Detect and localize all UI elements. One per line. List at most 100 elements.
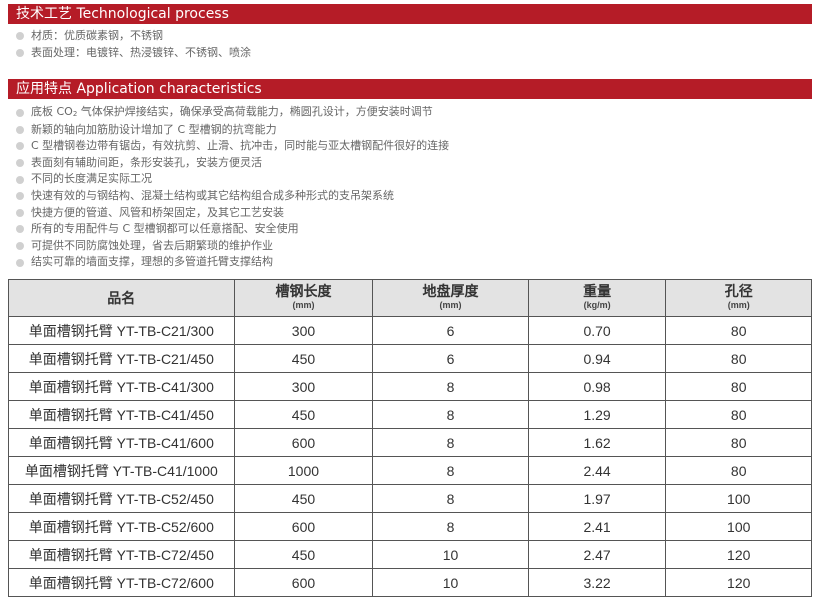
table-cell: 单面槽钢托臂 YT-TB-C52/450 — [8, 484, 235, 513]
bullet-icon — [16, 175, 24, 184]
column-header: 品名 — [8, 279, 235, 317]
table-cell: 1.62 — [527, 428, 667, 457]
bullet-icon — [16, 192, 24, 201]
table-cell: 0.98 — [527, 372, 667, 401]
bullet-icon — [16, 142, 24, 151]
column-header: 重量 (kg/m) — [527, 279, 667, 317]
table-cell: 80 — [665, 344, 812, 373]
bullet-icon — [16, 109, 24, 118]
table-cell: 单面槽钢托臂 YT-TB-C41/450 — [8, 400, 235, 429]
table-row: 单面槽钢托臂 YT-TB-C52/450 450 8 1.97 100 — [8, 484, 812, 513]
table-cell: 8 — [372, 512, 529, 541]
column-header: 孔径 (mm) — [665, 279, 812, 317]
table-cell: 单面槽钢托臂 YT-TB-C41/1000 — [8, 456, 235, 485]
table-cell: 100 — [665, 512, 812, 541]
list-item: 快速有效的与钢结构、混凝土结构或其它结构组合成多种形式的支吊架系统 — [16, 188, 449, 205]
list-item: 表面处理：电镀锌、热浸镀锌、不锈钢、喷涂 — [16, 45, 251, 62]
bullet-icon — [16, 258, 24, 267]
table-cell: 80 — [665, 428, 812, 457]
table-cell: 80 — [665, 456, 812, 485]
list-item: 底板 CO2 气体保护焊接结实，确保承受高荷载能力，椭圆孔设计，方便安装时调节 — [16, 105, 449, 122]
table-cell: 450 — [233, 484, 374, 513]
list-item-text: 结实可靠的墙面支撑，理想的多管道托臂支撑结构 — [31, 255, 273, 269]
table-row: 单面槽钢托臂 YT-TB-C41/300 300 8 0.98 80 — [8, 372, 812, 401]
list-item-text: 快速有效的与钢结构、混凝土结构或其它结构组合成多种形式的支吊架系统 — [31, 188, 394, 202]
table-cell: 120 — [665, 540, 812, 569]
table-cell: 8 — [372, 428, 529, 457]
table-row: 单面槽钢托臂 YT-TB-C41/450 450 8 1.29 80 — [8, 400, 812, 429]
table-cell: 10 — [372, 568, 529, 597]
table-cell: 单面槽钢托臂 YT-TB-C41/300 — [8, 372, 235, 401]
bullet-icon — [16, 208, 24, 217]
table-cell: 300 — [233, 372, 374, 401]
table-cell: 2.41 — [527, 512, 667, 541]
list-item: 新颖的轴向加筋肋设计增加了 C 型槽钢的抗弯能力 — [16, 122, 449, 139]
section-header-technological-process: 技术工艺 Technological process — [8, 4, 812, 24]
bullet-icon — [16, 225, 24, 234]
table-cell: 单面槽钢托臂 YT-TB-C21/450 — [8, 344, 235, 373]
table-cell: 600 — [233, 568, 374, 597]
table-cell: 600 — [233, 512, 374, 541]
list-item-text: 表面处理：电镀锌、热浸镀锌、不锈钢、喷涂 — [31, 45, 251, 59]
bullet-icon — [16, 32, 24, 41]
table-row: 单面槽钢托臂 YT-TB-C41/1000 1000 8 2.44 80 — [8, 456, 812, 485]
table-row: 单面槽钢托臂 YT-TB-C72/600 600 10 3.22 120 — [8, 568, 812, 597]
bullet-icon — [16, 159, 24, 168]
table-cell: 6 — [372, 316, 529, 345]
list-item-text: 快捷方便的管道、风管和桥架固定，及其它工艺安装 — [31, 205, 284, 219]
bullet-icon — [16, 125, 24, 134]
table-cell: 120 — [665, 568, 812, 597]
list-item: 可提供不同防腐蚀处理，省去后期繁琐的维护作业 — [16, 238, 449, 255]
table-row: 单面槽钢托臂 YT-TB-C21/300 300 6 0.70 80 — [8, 316, 812, 345]
table-cell: 450 — [233, 400, 374, 429]
bullet-icon — [16, 242, 24, 251]
list-item-text: 材质：优质碳素钢，不锈钢 — [31, 29, 163, 42]
section-header-application: 应用特点 Application characteristics — [8, 79, 812, 99]
table-cell: 6 — [372, 344, 529, 373]
list-item: 结实可靠的墙面支撑，理想的多管道托臂支撑结构 — [16, 254, 449, 271]
table-cell: 100 — [665, 484, 812, 513]
table-cell: 1.29 — [527, 400, 667, 429]
list-item-text: 新颖的轴向加筋肋设计增加了 C 型槽钢的抗弯能力 — [31, 122, 277, 136]
table-row: 单面槽钢托臂 YT-TB-C21/450 450 6 0.94 80 — [8, 344, 812, 373]
list-item-text: 可提供不同防腐蚀处理，省去后期繁琐的维护作业 — [31, 238, 273, 252]
table-cell: 8 — [372, 400, 529, 429]
table-cell: 0.70 — [527, 316, 667, 345]
table-cell: 300 — [233, 316, 374, 345]
application-list: 底板 CO2 气体保护焊接结实，确保承受高荷载能力，椭圆孔设计，方便安装时调节 … — [16, 105, 449, 271]
table-cell: 单面槽钢托臂 YT-TB-C72/450 — [8, 540, 235, 569]
table-cell: 单面槽钢托臂 YT-TB-C52/600 — [8, 512, 235, 541]
table-cell: 10 — [372, 540, 529, 569]
bullet-icon — [16, 48, 24, 57]
table-cell: 80 — [665, 372, 812, 401]
spec-table: 品名 槽钢长度 (mm) 地盘厚度 (mm) 重量 (kg/m) 孔径 (mm) 单面槽钢托臂 … — [8, 279, 812, 597]
column-header: 槽钢长度 (mm) — [233, 279, 374, 317]
table-cell: 450 — [233, 540, 374, 569]
table-row: 单面槽钢托臂 YT-TB-C52/600 600 8 2.41 100 — [8, 512, 812, 541]
table-cell: 80 — [665, 316, 812, 345]
table-cell: 单面槽钢托臂 YT-TB-C41/600 — [8, 428, 235, 457]
list-item: 所有的专用配件与 C 型槽钢都可以任意搭配、安全使用 — [16, 221, 449, 238]
table-row: 单面槽钢托臂 YT-TB-C41/600 600 8 1.62 80 — [8, 428, 812, 457]
list-item: 表面刻有辅助间距，条形安装孔，安装方便灵活 — [16, 155, 449, 172]
list-item: 不同的长度满足实际工况 — [16, 171, 449, 188]
table-cell: 单面槽钢托臂 YT-TB-C21/300 — [8, 316, 235, 345]
table-cell: 600 — [233, 428, 374, 457]
table-cell: 单面槽钢托臂 YT-TB-C72/600 — [8, 568, 235, 597]
list-item: 快捷方便的管道、风管和桥架固定，及其它工艺安装 — [16, 205, 449, 222]
column-header: 地盘厚度 (mm) — [372, 279, 529, 317]
table-cell: 3.22 — [527, 568, 667, 597]
table-cell: 8 — [372, 484, 529, 513]
list-item: C 型槽钢卷边带有锯齿，有效抗剪、止滑、抗冲击，同时能与亚太槽钢配件很好的连接 — [16, 138, 449, 155]
list-item-text: C 型槽钢卷边带有锯齿，有效抗剪、止滑、抗冲击，同时能与亚太槽钢配件很好的连接 — [31, 139, 450, 153]
process-list: 材质：优质碳素钢，不锈钢表面处理：电镀锌、热浸镀锌、不锈钢、喷涂 — [16, 28, 251, 61]
table-cell: 2.47 — [527, 540, 667, 569]
table-header-row: 品名 槽钢长度 (mm) 地盘厚度 (mm) 重量 (kg/m) 孔径 (mm) — [8, 279, 812, 317]
list-item-text: 底板 CO2 气体保护焊接结实，确保承受高荷载能力，椭圆孔设计，方便安装时调节 — [31, 105, 433, 118]
table-cell: 450 — [233, 344, 374, 373]
list-item: 材质：优质碳素钢，不锈钢 — [16, 28, 251, 45]
table-cell: 0.94 — [527, 344, 667, 373]
table-cell: 2.44 — [527, 456, 667, 485]
table-row: 单面槽钢托臂 YT-TB-C72/450 450 10 2.47 120 — [8, 540, 812, 569]
table-cell: 80 — [665, 400, 812, 429]
